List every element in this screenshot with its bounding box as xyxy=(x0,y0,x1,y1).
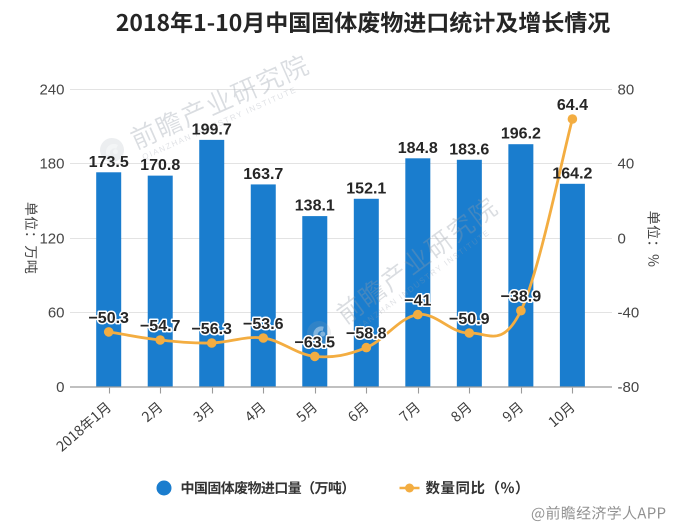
svg-text:−56.3: −56.3 xyxy=(191,321,232,338)
svg-text:170.8: 170.8 xyxy=(140,157,180,174)
svg-text:240: 240 xyxy=(39,82,64,99)
svg-text:138.1: 138.1 xyxy=(295,198,335,215)
svg-text:184.8: 184.8 xyxy=(398,140,438,157)
svg-text:−58.8: −58.8 xyxy=(346,326,387,343)
svg-text:−41: −41 xyxy=(404,293,431,310)
svg-text:60: 60 xyxy=(48,305,65,322)
svg-text:196.2: 196.2 xyxy=(501,126,541,143)
svg-text:0: 0 xyxy=(56,379,64,396)
svg-text:-80: -80 xyxy=(618,379,640,396)
svg-text:173.5: 173.5 xyxy=(89,154,129,171)
svg-text:-40: -40 xyxy=(618,305,640,322)
svg-text:180: 180 xyxy=(39,156,64,173)
svg-text:152.1: 152.1 xyxy=(346,180,386,197)
svg-text:−38.9: −38.9 xyxy=(501,289,542,306)
svg-text:80: 80 xyxy=(618,82,635,99)
svg-text:163.7: 163.7 xyxy=(243,166,283,183)
svg-text:−50.9: −50.9 xyxy=(449,311,490,328)
svg-text:183.6: 183.6 xyxy=(449,141,489,158)
svg-text:64.4: 64.4 xyxy=(557,97,588,114)
svg-text:40: 40 xyxy=(618,156,635,173)
svg-text:−53.6: −53.6 xyxy=(243,316,284,333)
svg-text:0: 0 xyxy=(618,231,626,248)
svg-text:−63.5: −63.5 xyxy=(295,334,336,351)
svg-text:199.7: 199.7 xyxy=(192,121,232,138)
svg-text:−54.7: −54.7 xyxy=(140,318,181,335)
svg-text:−50.3: −50.3 xyxy=(88,310,129,327)
svg-text:120: 120 xyxy=(39,231,64,248)
svg-text:164.2: 164.2 xyxy=(552,165,592,182)
